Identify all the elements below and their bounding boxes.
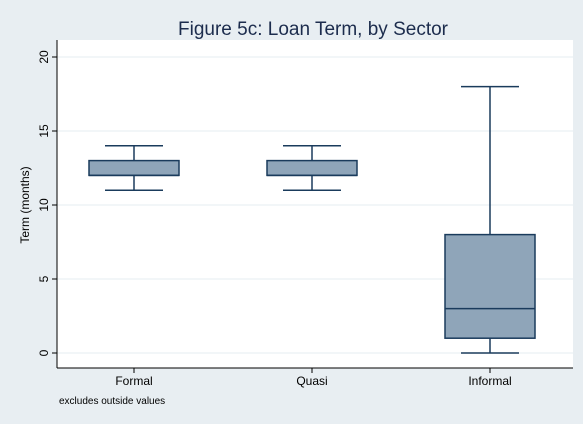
box-informal: [444, 233, 536, 339]
x-ticks: Formal Quasi Informal: [115, 368, 512, 388]
box-quasi: [266, 159, 358, 177]
y-tick-label: 10: [37, 198, 51, 212]
y-ticks: 0 5 10 15 20: [37, 50, 57, 356]
y-tick-label: 15: [37, 124, 51, 138]
chart-title: Figure 5c: Loan Term, by Sector: [178, 19, 449, 40]
box-formal: [88, 159, 180, 177]
x-tick-label: Informal: [468, 374, 511, 388]
x-tick-label: Formal: [115, 374, 152, 388]
boxes: [88, 85, 536, 354]
y-tick-label: 5: [37, 275, 51, 282]
x-tick-label: Quasi: [296, 374, 327, 388]
chart-note: excludes outside values: [59, 396, 165, 407]
y-axis-label: Term (months): [18, 166, 32, 243]
y-tick-label: 0: [37, 349, 51, 356]
y-tick-label: 20: [37, 50, 51, 64]
